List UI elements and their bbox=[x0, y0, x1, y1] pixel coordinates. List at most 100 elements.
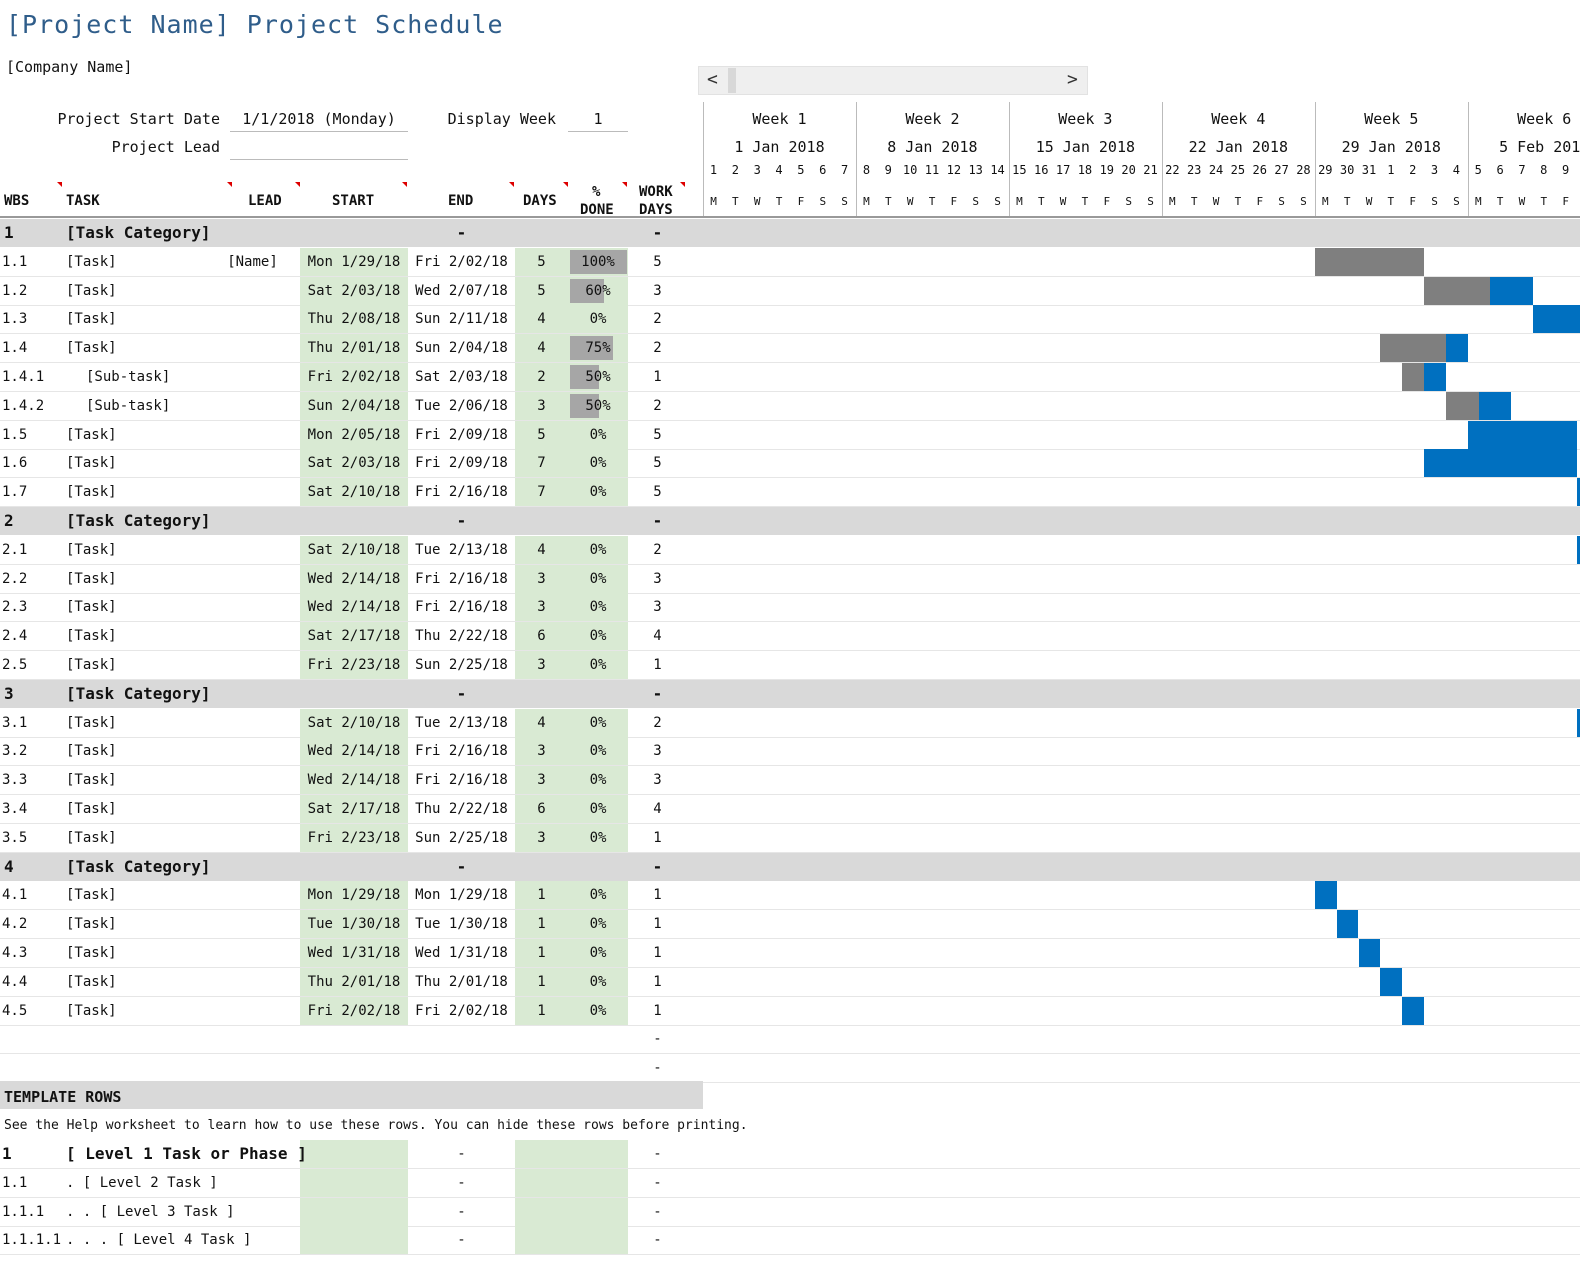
start-cell[interactable]: Fri 2/02/18 bbox=[307, 369, 401, 385]
task-name[interactable]: [Sub-task] bbox=[86, 369, 171, 385]
category-name[interactable]: [Task Category] bbox=[66, 856, 211, 876]
lead-cell[interactable] bbox=[210, 593, 295, 621]
days-cell[interactable]: 5 bbox=[537, 282, 546, 299]
days-cell[interactable]: 3 bbox=[537, 743, 546, 760]
lead-cell[interactable] bbox=[210, 305, 295, 333]
lead-cell[interactable] bbox=[210, 795, 295, 823]
percent-done[interactable]: 50% bbox=[585, 397, 611, 414]
task-name[interactable]: . . . [ Level 4 Task ] bbox=[66, 1232, 252, 1249]
start-cell[interactable]: Sun 2/04/18 bbox=[307, 397, 401, 414]
lead-cell[interactable] bbox=[210, 363, 295, 391]
scroll-right-icon[interactable]: > bbox=[1067, 69, 1078, 90]
task-name[interactable]: [Task] bbox=[66, 455, 117, 472]
lead-cell[interactable] bbox=[210, 766, 295, 794]
task-name[interactable]: [Task] bbox=[66, 973, 117, 990]
start-cell[interactable]: Tue 1/30/18 bbox=[307, 916, 401, 933]
start-cell[interactable]: Mon 1/29/18 bbox=[307, 253, 401, 270]
lead-cell[interactable] bbox=[210, 881, 295, 909]
lead-cell[interactable] bbox=[210, 824, 295, 852]
task-name[interactable]: [ Level 1 Task or Phase ] bbox=[66, 1144, 307, 1163]
percent-done[interactable]: 0% bbox=[589, 541, 607, 558]
lead-cell[interactable] bbox=[210, 939, 295, 967]
percent-done[interactable]: 0% bbox=[589, 714, 607, 731]
start-cell[interactable]: Fri 2/23/18 bbox=[307, 657, 401, 673]
start-cell[interactable]: Sat 2/17/18 bbox=[307, 628, 401, 645]
days-cell[interactable]: 5 bbox=[537, 253, 546, 270]
days-cell[interactable]: 3 bbox=[537, 397, 546, 414]
lead-cell[interactable] bbox=[210, 334, 295, 362]
task-name[interactable]: [Task] bbox=[66, 426, 117, 443]
percent-done[interactable]: 0% bbox=[589, 599, 607, 616]
lead-cell[interactable] bbox=[210, 421, 295, 449]
task-name[interactable]: [Task] bbox=[66, 253, 117, 270]
start-cell[interactable]: Mon 2/05/18 bbox=[307, 426, 401, 443]
days-cell[interactable]: 3 bbox=[537, 657, 546, 673]
days-cell[interactable]: 6 bbox=[537, 801, 546, 817]
start-cell[interactable]: Fri 2/23/18 bbox=[307, 829, 401, 846]
task-name[interactable]: [Task] bbox=[66, 311, 117, 328]
start-cell[interactable]: Thu 2/08/18 bbox=[307, 311, 401, 328]
task-name[interactable]: [Task] bbox=[66, 282, 117, 299]
days-cell[interactable]: 7 bbox=[537, 455, 546, 472]
start-cell[interactable]: Sat 2/10/18 bbox=[307, 541, 401, 558]
task-name[interactable]: . . [ Level 3 Task ] bbox=[66, 1203, 235, 1220]
lead-cell[interactable] bbox=[210, 392, 295, 420]
days-cell[interactable]: 3 bbox=[537, 829, 546, 846]
days-cell[interactable]: 1 bbox=[537, 945, 546, 961]
task-name[interactable]: [Task] bbox=[66, 340, 117, 357]
lead-cell[interactable] bbox=[210, 565, 295, 593]
task-name[interactable]: [Task] bbox=[66, 570, 117, 587]
task-name[interactable]: [Task] bbox=[66, 484, 117, 501]
lead-cell[interactable] bbox=[210, 277, 295, 305]
scroll-left-icon[interactable]: < bbox=[707, 69, 718, 90]
lead-cell[interactable] bbox=[210, 709, 295, 737]
days-cell[interactable]: 4 bbox=[537, 541, 546, 558]
start-cell[interactable]: Fri 2/02/18 bbox=[307, 1002, 401, 1019]
percent-done[interactable]: 0% bbox=[589, 801, 607, 817]
start-cell[interactable]: Wed 2/14/18 bbox=[307, 772, 401, 789]
lead-cell[interactable] bbox=[210, 536, 295, 564]
lead-cell[interactable] bbox=[210, 622, 295, 650]
task-name[interactable]: [Sub-task] bbox=[86, 397, 171, 414]
percent-done[interactable]: 0% bbox=[589, 484, 607, 501]
lead-cell[interactable] bbox=[210, 997, 295, 1025]
task-name[interactable]: [Task] bbox=[66, 628, 117, 645]
percent-done[interactable]: 0% bbox=[589, 772, 607, 789]
lead-cell[interactable] bbox=[210, 449, 295, 477]
percent-done[interactable]: 0% bbox=[589, 829, 607, 846]
start-cell[interactable]: Wed 2/14/18 bbox=[307, 599, 401, 616]
start-cell[interactable]: Sat 2/10/18 bbox=[307, 484, 401, 501]
percent-done[interactable]: 0% bbox=[589, 743, 607, 760]
start-cell[interactable]: Mon 1/29/18 bbox=[307, 887, 401, 904]
start-cell[interactable]: Wed 2/14/18 bbox=[307, 743, 401, 760]
percent-done[interactable]: 100% bbox=[581, 253, 615, 270]
percent-done[interactable]: 0% bbox=[589, 455, 607, 472]
days-cell[interactable]: 1 bbox=[537, 916, 546, 933]
lead-cell[interactable] bbox=[210, 968, 295, 996]
start-cell[interactable]: Sat 2/10/18 bbox=[307, 714, 401, 731]
task-name[interactable]: [Task] bbox=[66, 1002, 117, 1019]
task-name[interactable]: [Task] bbox=[66, 541, 117, 558]
task-name[interactable]: [Task] bbox=[66, 743, 117, 760]
percent-done[interactable]: 75% bbox=[585, 340, 611, 357]
project-lead-field[interactable] bbox=[230, 138, 408, 160]
task-name[interactable]: [Task] bbox=[66, 657, 117, 673]
task-name[interactable]: [Task] bbox=[66, 887, 117, 904]
percent-done[interactable]: 0% bbox=[589, 887, 607, 904]
category-name[interactable]: [Task Category] bbox=[66, 223, 211, 242]
days-cell[interactable]: 4 bbox=[537, 311, 546, 328]
days-cell[interactable]: 4 bbox=[537, 714, 546, 731]
lead-cell[interactable] bbox=[210, 910, 295, 938]
lead-cell[interactable] bbox=[210, 478, 295, 506]
lead-cell[interactable] bbox=[210, 737, 295, 765]
lead-cell[interactable]: [Name] bbox=[227, 253, 278, 270]
task-name[interactable]: [Task] bbox=[66, 829, 117, 846]
days-cell[interactable]: 3 bbox=[537, 570, 546, 587]
week-scrollbar[interactable]: < > bbox=[698, 66, 1088, 95]
project-start-field[interactable]: 1/1/2018 (Monday) bbox=[230, 110, 408, 132]
days-cell[interactable]: 3 bbox=[537, 772, 546, 789]
start-cell[interactable]: Thu 2/01/18 bbox=[307, 973, 401, 990]
days-cell[interactable]: 7 bbox=[537, 484, 546, 501]
lead-cell[interactable] bbox=[210, 651, 295, 679]
percent-done[interactable]: 50% bbox=[585, 369, 611, 385]
